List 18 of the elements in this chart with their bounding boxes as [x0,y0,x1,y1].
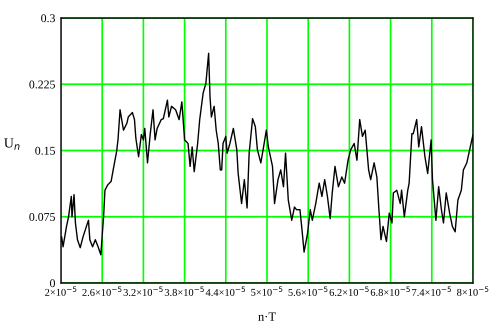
x-tick-label: 6.2×10$^{−5}$ [330,286,369,296]
x-tick-label: 5.6×10$^{−5}$ [288,286,328,296]
x-tick-label: 8×10$^{−5}$ [457,286,488,296]
x-tick-label: 4.4×10$^{−5}$ [206,286,246,296]
x-tick-label: 3.8×10$^{−5}$ [164,286,204,296]
x-tick-label: 6.8×10$^{−5}$ [370,286,410,296]
x-tick-label: 2.6×10$^{−5}$ [82,286,122,296]
y-tick-label: 0.075 [29,212,55,222]
x-tick-label: 2×10$^{−5}$ [45,286,76,296]
y-axis-title: U$_{n}$ [4,138,20,150]
x-tick-label: 7.4×10$^{−5}$ [412,286,452,296]
y-tick-label: 0 [50,279,55,288]
y-tick-label: 0.3 [41,14,55,22]
x-axis-title: n·T [258,312,276,321]
y-tick-label: 0.225 [29,80,55,89]
y-tick-label: 0.15 [35,146,55,155]
x-tick-label: 3.2×10$^{−5}$ [124,286,163,296]
x-tick-label: 5×10$^{−5}$ [251,286,282,296]
